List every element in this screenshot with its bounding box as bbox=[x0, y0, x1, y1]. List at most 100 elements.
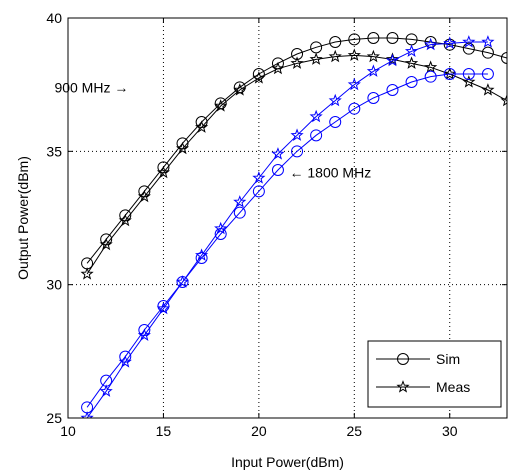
data-point bbox=[367, 92, 380, 104]
data-point bbox=[348, 33, 361, 46]
data-point bbox=[252, 185, 265, 198]
legend: Sim Meas bbox=[367, 340, 502, 408]
data-point bbox=[118, 213, 132, 227]
y-tick-label: 25 bbox=[46, 410, 62, 426]
x-tick-label: 10 bbox=[60, 423, 76, 439]
x-axis-label: Input Power(dBm) bbox=[231, 454, 344, 470]
data-point bbox=[500, 93, 507, 107]
data-point bbox=[385, 53, 400, 67]
data-point bbox=[348, 102, 361, 115]
data-point bbox=[233, 83, 247, 96]
data-point bbox=[252, 171, 266, 184]
data-point bbox=[175, 141, 190, 155]
plot-frame bbox=[67, 17, 508, 419]
data-point bbox=[175, 275, 190, 288]
annotation-1800mhz: ← 1800 MHz bbox=[290, 165, 372, 181]
data-point bbox=[195, 120, 209, 133]
data-point bbox=[481, 68, 494, 80]
data-point bbox=[252, 71, 266, 84]
data-point bbox=[328, 93, 342, 107]
data-point bbox=[404, 56, 419, 69]
legend-box bbox=[367, 340, 502, 408]
data-point bbox=[156, 301, 171, 315]
data-point bbox=[290, 56, 304, 69]
data-point bbox=[462, 68, 475, 80]
data-point bbox=[366, 49, 380, 63]
x-tick-label: 25 bbox=[347, 423, 363, 439]
data-point bbox=[80, 411, 94, 418]
y-tick-label: 40 bbox=[46, 10, 62, 26]
data-point bbox=[366, 64, 380, 77]
data-point bbox=[424, 70, 437, 83]
data-point bbox=[329, 116, 342, 128]
data-point bbox=[443, 67, 457, 80]
data-point bbox=[424, 60, 438, 73]
data-point bbox=[309, 109, 323, 123]
data-point bbox=[443, 36, 457, 49]
data-point bbox=[137, 328, 151, 341]
data-point bbox=[385, 52, 400, 65]
data-point bbox=[501, 52, 507, 64]
legend-marker-circle bbox=[397, 353, 409, 365]
x-tick-label: 20 bbox=[251, 423, 267, 439]
data-point bbox=[443, 68, 456, 80]
annotation-900mhz: 900 MHz → bbox=[54, 79, 128, 95]
y-axis-label: Output Power(dBm) bbox=[15, 156, 31, 280]
data-point bbox=[347, 77, 361, 91]
legend-label-sim: Sim bbox=[436, 351, 460, 367]
series-line bbox=[86, 73, 488, 408]
data-point bbox=[462, 35, 476, 48]
data-point bbox=[404, 44, 419, 57]
data-point bbox=[310, 129, 323, 142]
series-line bbox=[86, 41, 488, 418]
data-point bbox=[462, 75, 476, 88]
legend-marker-star bbox=[396, 380, 410, 393]
data-point bbox=[290, 128, 304, 141]
data-point bbox=[481, 83, 495, 96]
series-900-mhz-sim bbox=[81, 32, 507, 270]
series-900-mhz-meas bbox=[80, 48, 507, 280]
data-point bbox=[99, 237, 113, 251]
data-point bbox=[233, 195, 247, 208]
x-tick-label: 15 bbox=[156, 423, 172, 439]
data-point bbox=[347, 48, 361, 61]
data-point bbox=[99, 384, 113, 397]
series-1800-mhz-meas bbox=[80, 35, 495, 418]
data-point bbox=[481, 35, 495, 48]
x-tick-label: 30 bbox=[442, 423, 458, 439]
data-point bbox=[118, 355, 132, 368]
data-point bbox=[195, 248, 209, 261]
data-point bbox=[424, 37, 438, 51]
data-point bbox=[271, 164, 284, 176]
data-point bbox=[271, 147, 285, 160]
data-series bbox=[80, 32, 507, 418]
data-point bbox=[367, 32, 380, 44]
data-point bbox=[462, 42, 475, 55]
data-point bbox=[214, 99, 228, 112]
data-point bbox=[252, 68, 265, 80]
data-point bbox=[481, 46, 494, 59]
data-point bbox=[309, 52, 323, 65]
series-line bbox=[86, 54, 507, 275]
data-point bbox=[328, 49, 342, 63]
data-point bbox=[291, 48, 304, 60]
series-line bbox=[86, 37, 507, 264]
axis-ticks: 10 15 20 25 30 25 30 35 40 bbox=[46, 10, 507, 439]
legend-label-meas: Meas bbox=[436, 379, 470, 395]
grid-lines bbox=[68, 18, 507, 418]
data-point bbox=[405, 76, 418, 88]
data-point bbox=[80, 267, 94, 280]
data-point bbox=[386, 32, 399, 44]
y-tick-label: 30 bbox=[46, 277, 62, 293]
data-point bbox=[291, 145, 304, 158]
y-tick-label: 35 bbox=[46, 143, 62, 159]
data-point bbox=[137, 189, 151, 203]
data-point bbox=[329, 36, 342, 48]
data-point bbox=[214, 221, 228, 235]
data-point bbox=[195, 252, 208, 264]
data-point bbox=[271, 61, 285, 75]
data-point bbox=[386, 84, 399, 96]
data-point bbox=[156, 165, 171, 179]
data-point bbox=[233, 206, 246, 219]
